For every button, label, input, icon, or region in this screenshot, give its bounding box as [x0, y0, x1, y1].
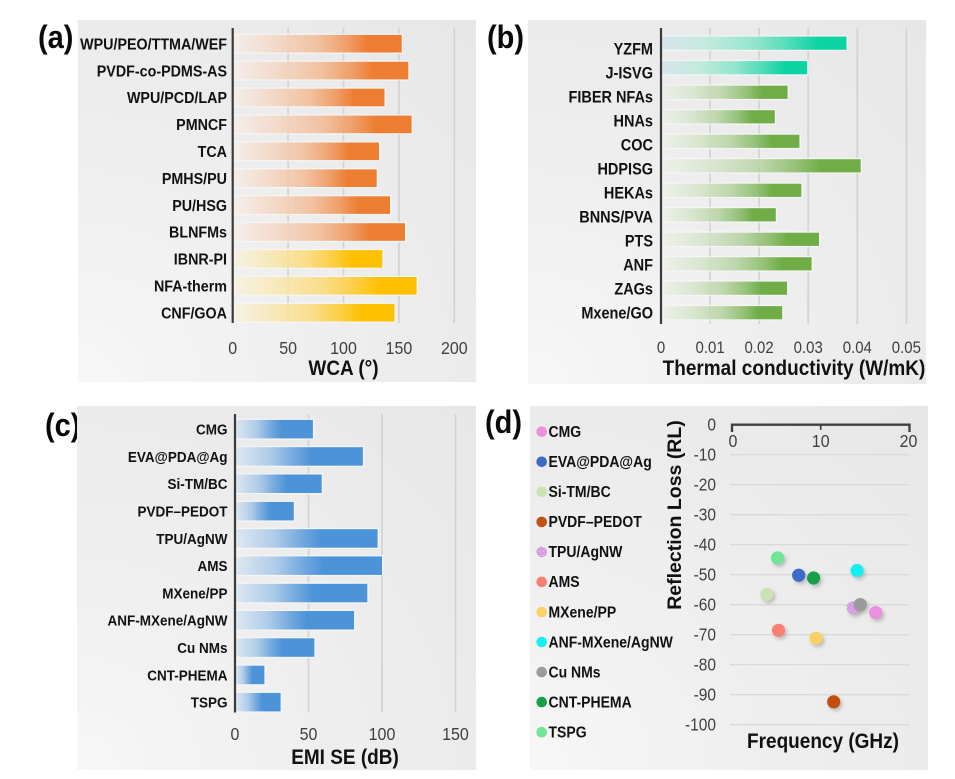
- svg-text:0.01: 0.01: [696, 339, 725, 357]
- svg-text:Frequency (GHz): Frequency (GHz): [747, 730, 899, 753]
- svg-text:FIBER NFAs: FIBER NFAs: [569, 89, 653, 107]
- svg-text:Thermal conductivity (W/mK): Thermal conductivity (W/mK): [663, 357, 926, 380]
- svg-text:TCA: TCA: [198, 143, 227, 161]
- svg-text:0: 0: [729, 431, 738, 451]
- svg-text:Reflection Loss (RL): Reflection Loss (RL): [664, 420, 686, 610]
- svg-text:PTS: PTS: [625, 233, 653, 251]
- svg-text:150: 150: [386, 338, 413, 358]
- svg-text:-50: -50: [694, 566, 716, 585]
- svg-text:10: 10: [812, 431, 830, 451]
- svg-text:CNT-PHEMA: CNT-PHEMA: [549, 695, 632, 712]
- svg-text:TSPG: TSPG: [191, 695, 228, 712]
- svg-text:WCA (°): WCA (°): [308, 357, 378, 380]
- svg-text:BLNFMs: BLNFMs: [169, 224, 227, 242]
- svg-text:MXene/PP: MXene/PP: [549, 605, 617, 622]
- svg-text:0: 0: [707, 416, 716, 435]
- svg-text:CMG: CMG: [196, 422, 227, 439]
- svg-text:AMS: AMS: [198, 558, 228, 575]
- svg-text:HDPISG: HDPISG: [597, 161, 653, 179]
- svg-text:Si-TM/BC: Si-TM/BC: [549, 484, 611, 501]
- svg-text:0: 0: [231, 724, 240, 744]
- svg-text:PVDF–PEDOT: PVDF–PEDOT: [138, 504, 228, 521]
- svg-text:TSPG: TSPG: [549, 725, 587, 742]
- svg-text:0.02: 0.02: [745, 339, 774, 357]
- svg-text:EVA@PDA@Ag: EVA@PDA@Ag: [549, 454, 652, 471]
- svg-text:-10: -10: [694, 446, 716, 465]
- svg-text:-60: -60: [694, 596, 716, 615]
- svg-text:150: 150: [442, 724, 469, 744]
- svg-text:ANF-MXene/AgNW: ANF-MXene/AgNW: [549, 635, 674, 652]
- svg-text:TPU/AgNW: TPU/AgNW: [156, 531, 228, 548]
- svg-text:0: 0: [657, 339, 665, 357]
- svg-text:EMI SE (dB): EMI SE (dB): [291, 746, 399, 769]
- svg-text:CNT-PHEMA: CNT-PHEMA: [147, 668, 227, 685]
- svg-text:Cu NMs: Cu NMs: [549, 665, 601, 682]
- svg-text:TPU/AgNW: TPU/AgNW: [549, 545, 624, 562]
- svg-text:0.04: 0.04: [843, 339, 872, 357]
- svg-text:-20: -20: [694, 476, 716, 495]
- svg-text:Mxene/GO: Mxene/GO: [581, 305, 653, 323]
- svg-text:Cu NMs: Cu NMs: [177, 640, 227, 657]
- svg-text:CNF/GOA: CNF/GOA: [161, 305, 227, 323]
- svg-text:BNNS/PVA: BNNS/PVA: [579, 209, 653, 227]
- svg-text:100: 100: [330, 338, 357, 358]
- svg-text:20: 20: [900, 431, 918, 451]
- svg-text:0: 0: [228, 338, 237, 358]
- svg-text:200: 200: [441, 338, 468, 358]
- svg-text:PMNCF: PMNCF: [176, 116, 227, 134]
- svg-text:CMG: CMG: [549, 424, 582, 441]
- svg-text:-40: -40: [694, 536, 716, 555]
- svg-text:AMS: AMS: [549, 575, 580, 592]
- svg-text:-70: -70: [694, 626, 716, 645]
- svg-text:PVDF–PEDOT: PVDF–PEDOT: [549, 514, 642, 531]
- svg-text:HEKAs: HEKAs: [604, 185, 653, 203]
- svg-text:-80: -80: [694, 656, 716, 675]
- svg-text:PVDF-co-PDMS-AS: PVDF-co-PDMS-AS: [97, 63, 227, 81]
- svg-text:PU/HSG: PU/HSG: [172, 197, 227, 215]
- svg-text:0.05: 0.05: [892, 339, 921, 357]
- svg-text:HNAs: HNAs: [614, 113, 653, 131]
- svg-text:WPU/PEO/TTMA/WEF: WPU/PEO/TTMA/WEF: [80, 36, 227, 54]
- svg-text:YZFM: YZFM: [614, 41, 653, 59]
- svg-text:WPU/PCD/LAP: WPU/PCD/LAP: [127, 90, 227, 108]
- svg-text:MXene/PP: MXene/PP: [162, 586, 228, 603]
- svg-text:COC: COC: [621, 137, 653, 155]
- svg-text:J-ISVG: J-ISVG: [606, 65, 653, 83]
- svg-text:ANF: ANF: [623, 257, 653, 275]
- svg-text:IBNR-PI: IBNR-PI: [174, 251, 227, 269]
- svg-text:50: 50: [279, 338, 297, 358]
- svg-text:50: 50: [300, 724, 318, 744]
- svg-text:NFA-therm: NFA-therm: [154, 278, 227, 296]
- svg-text:0.03: 0.03: [794, 339, 823, 357]
- svg-text:ANF-MXene/AgNW: ANF-MXene/AgNW: [108, 613, 228, 630]
- svg-text:-90: -90: [694, 686, 716, 705]
- svg-text:100: 100: [369, 724, 396, 744]
- svg-text:-100: -100: [685, 716, 716, 735]
- svg-text:PMHS/PU: PMHS/PU: [162, 170, 227, 188]
- svg-text:ZAGs: ZAGs: [614, 281, 653, 299]
- svg-text:-30: -30: [694, 506, 716, 525]
- svg-text:Si-TM/BC: Si-TM/BC: [168, 477, 228, 494]
- svg-text:EVA@PDA@Ag: EVA@PDA@Ag: [128, 449, 228, 466]
